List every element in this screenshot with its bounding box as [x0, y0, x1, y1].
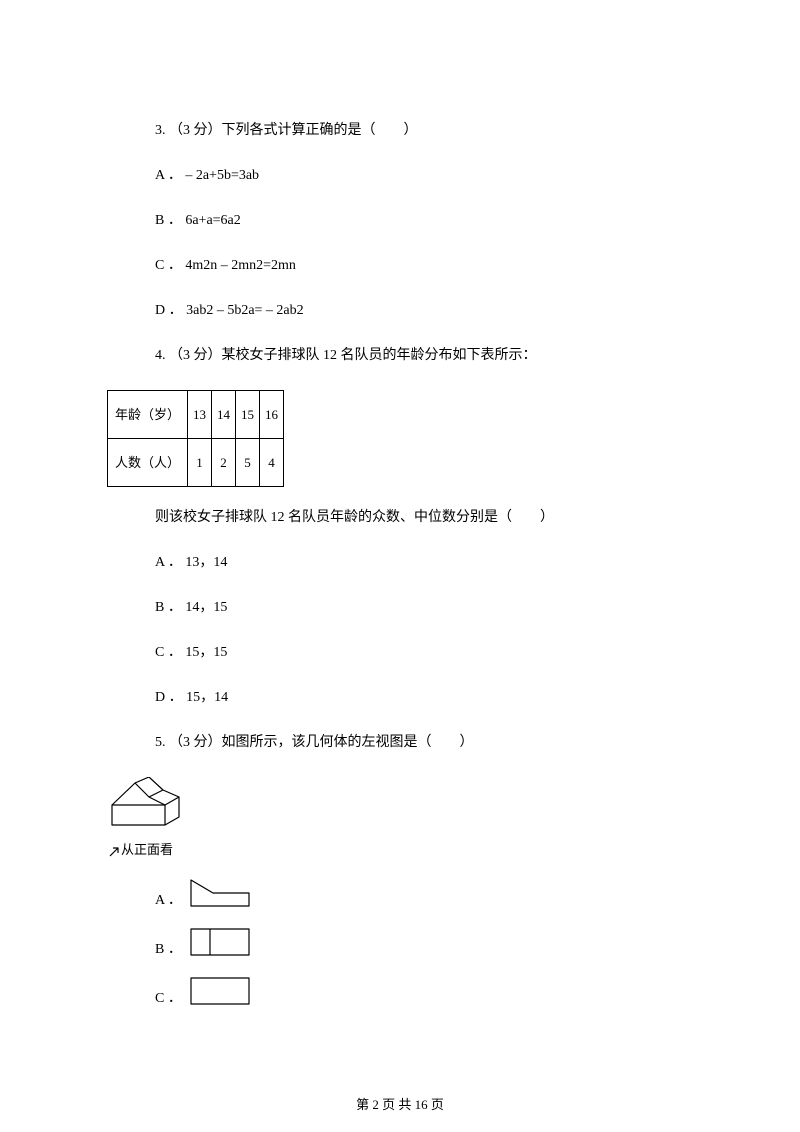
- q5-option-c: C ．: [155, 976, 690, 1013]
- q4-table: 年龄（岁） 13 14 15 16 人数（人） 1 2 5 4: [107, 390, 284, 487]
- q5-option-a: A ．: [155, 878, 690, 915]
- q4-option-b: B ． 14，15: [155, 597, 690, 618]
- q3-option-d: D ． 3ab2 – 5b2a= – 2ab2: [155, 300, 690, 321]
- q3-option-b: B ． 6a+a=6a2: [155, 210, 690, 231]
- q4-r2c1: 1: [188, 439, 212, 487]
- q4-r2c2: 2: [212, 439, 236, 487]
- q4-r1c3: 15: [236, 391, 260, 439]
- q4-option-a: A ． 13，14: [155, 552, 690, 573]
- arrow-icon: [107, 844, 121, 858]
- shape-a-icon: [189, 878, 251, 908]
- q4-option-c: C ． 15，15: [155, 642, 690, 663]
- q3-stem: 3. （3 分）下列各式计算正确的是（ ）: [155, 120, 690, 141]
- q5-stem: 5. （3 分）如图所示，该几何体的左视图是（ ）: [155, 732, 690, 753]
- q5-option-a-label: A ．: [155, 890, 182, 911]
- q3-option-a: A ． – 2a+5b=3ab: [155, 165, 690, 186]
- q4-r1c1: 13: [188, 391, 212, 439]
- q5-figure-3d: [107, 777, 690, 834]
- q3-option-c: C ． 4m2n – 2mn2=2mn: [155, 255, 690, 276]
- shape-c-icon: [189, 976, 251, 1006]
- q5-option-b: B ．: [155, 927, 690, 964]
- q4-r1c4: 16: [260, 391, 284, 439]
- q4-row2-header: 人数（人）: [108, 439, 188, 487]
- q4-r1c2: 14: [212, 391, 236, 439]
- q5-view-text: 从正面看: [121, 842, 173, 857]
- page-footer: 第 2 页 共 16 页: [0, 1095, 800, 1115]
- q4-r2c3: 5: [236, 439, 260, 487]
- q4-stem: 4. （3 分）某校女子排球队 12 名队员的年龄分布如下表所示：: [155, 345, 690, 366]
- shape-b-icon: [189, 927, 251, 957]
- q4-r2c4: 4: [260, 439, 284, 487]
- q5-option-b-label: B ．: [155, 939, 182, 960]
- q5-view-label: 从正面看: [107, 840, 690, 860]
- q5-option-c-label: C ．: [155, 988, 182, 1009]
- solid-icon: [107, 777, 187, 827]
- q4-sub: 则该校女子排球队 12 名队员年龄的众数、中位数分别是（ ）: [155, 507, 690, 528]
- q4-row1-header: 年龄（岁）: [108, 391, 188, 439]
- q4-option-d: D ． 15，14: [155, 687, 690, 708]
